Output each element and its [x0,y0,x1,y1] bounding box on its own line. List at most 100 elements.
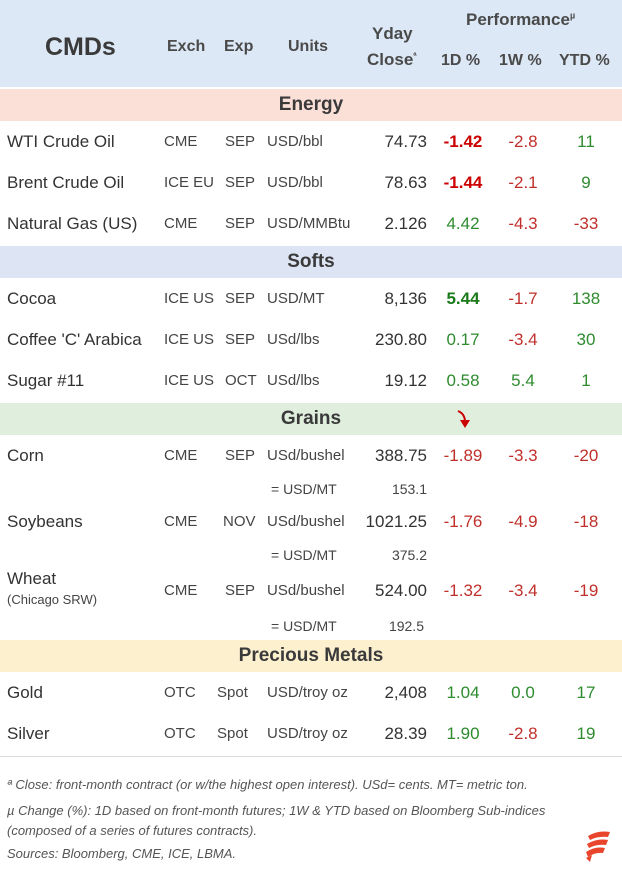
col-exch-header: Exch [167,38,206,55]
page-title: CMDs [45,33,116,61]
commodity-subname: (Chicago SRW) [7,592,98,607]
exchange-cell: ICE US [164,290,215,307]
units-cell: USd/bushel [267,513,345,530]
expiry-cell: SEP [225,133,256,150]
commodity-name: Corn [7,446,44,465]
change-ytd-cell: -19 [573,581,599,600]
footnote-change: µ Change (%): 1D based on front-month fu… [7,803,546,818]
converted-units: = USD/MT [271,547,337,563]
col-close-label: Close [367,50,414,69]
perf-marker: µ [569,10,576,21]
change-1w-cell: 5.4 [511,371,535,390]
units-cell: USd/bushel [267,582,345,599]
change-ytd-cell: 138 [571,289,601,308]
section-precious-metals: Precious Metals [0,640,622,672]
expiry-cell: SEP [225,582,256,599]
performance-header: Performanceµ [466,10,575,30]
table-row: Soybeans CME NOV USd/bushel 1021.25 -1.7… [0,502,622,542]
exchange-cell: CME [164,447,198,464]
change-ytd-cell: 30 [576,330,596,349]
expiry-cell: SEP [225,331,256,348]
exchange-cell: CME [164,582,198,599]
converted-close: 153.1 [391,481,427,497]
col-ytd-header: YTD % [559,52,610,69]
converted-units: = USD/MT [271,481,337,497]
footnote-close: ª Close: front-month contract (or w/the … [7,777,528,792]
down-arrow-icon [457,410,470,428]
change-ytd-cell: 9 [581,173,591,192]
col-1w-header: 1W % [499,52,542,69]
footnote-change-cont: (composed of a series of futures contrac… [7,823,257,838]
table-row: Corn CME SEP USd/bushel 388.75 -1.89 -3.… [0,436,622,476]
change-1d-cell: -1.89 [443,446,483,465]
close-cell: 2.126 [384,214,427,233]
close-marker: ª [413,50,417,61]
converted-close: 192.5 [388,618,424,634]
section-grains: Grains [0,403,622,435]
units-cell: USD/troy oz [267,725,348,742]
units-cell: USd/lbs [267,372,320,389]
change-1w-cell: -3.4 [508,581,538,600]
exchange-cell: ICE US [164,331,215,348]
change-ytd-cell: -33 [573,214,599,233]
brand-logo-icon [586,831,610,862]
commodity-name: WTI Crude Oil [7,132,115,151]
footnote-sources: Sources: Bloomberg, CME, ICE, LBMA. [7,846,237,861]
table-row: Silver OTC Spot USD/troy oz 28.39 1.90 -… [0,714,622,754]
change-ytd-cell: 19 [576,724,596,743]
change-1w-cell: -4.9 [508,512,538,531]
close-cell: 2,408 [384,683,427,702]
expiry-cell: Spot [217,725,248,742]
commodity-name: Silver [7,724,50,743]
exchange-cell: CME [164,215,198,232]
close-cell: 388.75 [375,446,427,465]
change-1d-cell: 5.44 [446,289,480,308]
change-1w-cell: -2.8 [508,724,538,743]
section-softs: Softs [0,246,622,278]
change-1w-cell: -4.3 [508,214,538,233]
expiry-cell: SEP [225,447,256,464]
change-ytd-cell: -20 [573,446,599,465]
change-1d-cell: 0.17 [446,330,480,349]
change-1w-cell: -3.3 [508,446,538,465]
close-cell: 19.12 [384,371,427,390]
exchange-cell: CME [164,133,198,150]
units-cell: USD/MT [267,290,325,307]
commodity-name: Gold [7,683,43,702]
exchange-cell: ICE EU [164,174,215,191]
change-1d-cell: -1.42 [443,132,483,151]
exchange-cell: CME [164,513,198,530]
change-1w-cell: -3.4 [508,330,538,349]
expiry-cell: SEP [225,290,256,307]
change-ytd-cell: 11 [577,132,595,151]
table-row: Coffee 'C' Arabica ICE US SEP USd/lbs 23… [0,320,622,360]
converted-close: 375.2 [391,547,427,563]
units-cell: USD/bbl [267,174,323,191]
section-energy: Energy [0,89,622,121]
units-cell: USd/bushel [267,447,345,464]
commodity-name: Cocoa [7,289,57,308]
divider [0,756,622,757]
close-cell: 230.80 [375,330,427,349]
change-1d-cell: 1.04 [446,683,480,702]
commodity-name: Wheat [7,569,57,588]
commodity-name: Coffee 'C' Arabica [7,330,142,349]
change-1d-cell: 0.58 [446,371,480,390]
change-1w-cell: 0.0 [511,683,535,702]
table-header: CMDs Exch Exp Units Yday Closeª Performa… [0,0,622,87]
units-cell: USD/MMBtu [267,215,351,232]
table-row: Brent Crude Oil ICE EU SEP USD/bbl 78.63… [0,163,622,203]
expiry-cell: Spot [217,684,248,701]
expiry-cell: NOV [223,513,256,530]
close-cell: 1021.25 [365,512,427,531]
expiry-cell: SEP [225,174,256,191]
commodity-name: Natural Gas (US) [7,214,138,233]
expiry-cell: OCT [225,372,257,389]
change-ytd-cell: 1 [581,371,591,390]
change-1d-cell: 4.42 [446,214,480,233]
change-ytd-cell: -18 [573,512,599,531]
exchange-cell: OTC [164,684,196,701]
change-1w-cell: -1.7 [508,289,538,308]
col-1d-header: 1D % [441,52,481,69]
table-row: Wheat (Chicago SRW) CME SEP USd/bushel 5… [0,569,622,611]
